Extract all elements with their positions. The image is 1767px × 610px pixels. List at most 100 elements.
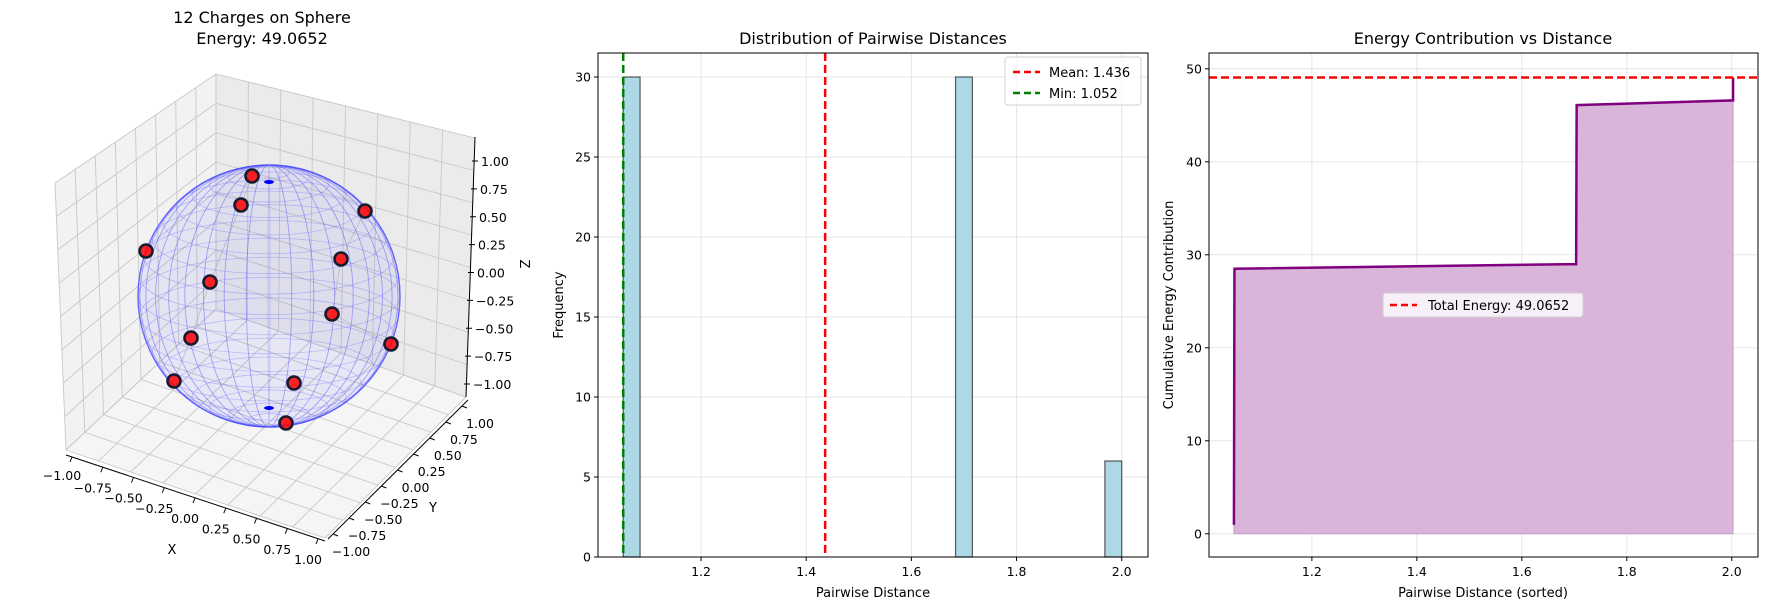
- z-axis-line: [465, 136, 476, 398]
- z-tick-label: −1.00: [473, 377, 511, 392]
- x-tick-label: 1.8: [1617, 564, 1637, 579]
- grid-line: [434, 129, 444, 387]
- grid-line: [159, 361, 414, 451]
- z-tick-label: 1.00: [481, 154, 509, 169]
- x-tick-label: −1.00: [43, 468, 81, 483]
- y-tick-label: 15: [575, 310, 591, 325]
- grid-line: [64, 279, 217, 417]
- histogram-plot: Distribution of Pairwise Distances 1.2 1.…: [552, 29, 1149, 601]
- grid-line: [324, 396, 467, 539]
- x-tick: [254, 518, 257, 524]
- x-axis-line: [65, 454, 326, 542]
- x-tick-label: 1.8: [1007, 564, 1027, 579]
- charge-point: [183, 330, 199, 346]
- grid-line: [215, 249, 469, 333]
- meridian-line: [137, 164, 401, 428]
- y-tick-label: −0.75: [348, 528, 386, 543]
- grid-line: [195, 352, 342, 495]
- meridian-line: [203, 164, 335, 428]
- meridian-line: [203, 164, 335, 428]
- histogram-axes-frame: [597, 52, 1149, 558]
- 3d-axes-panes: [54, 73, 476, 539]
- histogram-bar: [954, 76, 973, 558]
- y-tick-label: 50: [1186, 61, 1202, 76]
- meridian-line: [184, 164, 354, 428]
- grid-line: [215, 191, 471, 268]
- grid-line: [197, 326, 449, 416]
- charge-link: [209, 204, 242, 283]
- charge-point: [166, 373, 182, 389]
- grid-line: [227, 363, 373, 506]
- x-tick-label: 0.00: [171, 511, 199, 526]
- x-tick-label: 1.4: [1407, 564, 1427, 579]
- x-tick: [131, 477, 134, 483]
- z-tick-label: −0.25: [476, 293, 514, 308]
- charge-point: [286, 375, 302, 391]
- energy-line: [1232, 77, 1735, 525]
- z-tick-label: 0.25: [478, 238, 506, 253]
- charge-points: [138, 168, 399, 431]
- energy-plot-title: Energy Contribution vs Distance: [1354, 29, 1612, 48]
- y-tick-label: −0.50: [364, 512, 402, 527]
- y-tick: [429, 437, 435, 441]
- charge-point: [383, 336, 399, 352]
- y-tick: [332, 533, 339, 537]
- y-tick: [461, 405, 468, 409]
- z-axis-label-3d: Z: [516, 260, 531, 269]
- y-tick-label: 20: [575, 230, 591, 245]
- x-tick-label: 1.2: [691, 564, 711, 579]
- y-axis-line: [327, 399, 469, 540]
- charge-point: [244, 168, 260, 184]
- charge-point: [233, 197, 249, 213]
- z-tick-label: −0.75: [474, 349, 512, 364]
- charge-point: [324, 306, 340, 322]
- y-tick-label: 0.25: [418, 464, 446, 479]
- histogram-bar: [622, 76, 641, 558]
- sphere-outline: [137, 164, 401, 428]
- latitude-line: [228, 164, 310, 190]
- y-tick-label: 10: [1186, 433, 1202, 448]
- charge-link: [331, 258, 342, 315]
- energy-contribution-plot: Energy Contribution vs Distance 1.2 1.4 1.…: [1162, 29, 1759, 601]
- y-tick-label: 0.75: [450, 432, 478, 447]
- charge-point: [278, 415, 294, 431]
- 3d-axis-ticks: −1.00−0.75−0.50−0.250.000.250.500.751.00…: [43, 136, 514, 567]
- histogram-ticks: 1.2 1.4 1.6 1.8 2.0 0 5 10 15 20 25 30: [575, 70, 1132, 580]
- meridian-line: [155, 164, 383, 428]
- sphere-plot-subtitle: Energy: 49.0652: [196, 29, 328, 48]
- charge-point: [357, 203, 373, 219]
- x-tick-label: 1.00: [294, 552, 322, 567]
- charge-point: [333, 251, 349, 267]
- meridian-line: [168, 164, 370, 428]
- latitude-line: [209, 166, 329, 203]
- meridian-line: [139, 164, 399, 428]
- legend-box: [1382, 292, 1584, 318]
- latitude-line: [144, 297, 394, 372]
- y-tick-label: 40: [1186, 154, 1202, 169]
- latitude-line: [151, 204, 387, 275]
- latitude-line: [191, 374, 347, 421]
- grid-line: [292, 385, 436, 528]
- y-tick-label: 20: [1186, 340, 1202, 355]
- latitude-line: [151, 317, 387, 388]
- x-tick: [100, 467, 104, 473]
- energy-legend: Total Energy: 49.0652: [1382, 292, 1584, 318]
- histogram-title: Distribution of Pairwise Distances: [739, 29, 1007, 48]
- x-tick: [315, 538, 319, 545]
- back-pane: [216, 74, 475, 397]
- y-tick-label: 0.00: [402, 480, 430, 495]
- y-tick-label: 0: [583, 550, 591, 565]
- energy-y-label: Cumulative Energy Contribution: [1162, 201, 1177, 410]
- grid-line: [215, 279, 468, 366]
- histogram-grid: [598, 53, 1148, 558]
- meridian-line: [145, 164, 393, 428]
- grid-line: [215, 308, 467, 398]
- histogram-bar: [1104, 460, 1123, 558]
- y-tick-label: −0.25: [380, 496, 418, 511]
- x-axis-label-3d: X: [168, 543, 177, 558]
- sphere-3d-plot: 12 Charges on Sphere Energy: 49.0652 −1.…: [43, 8, 531, 567]
- latitude-line: [209, 389, 329, 426]
- meridian-line: [168, 164, 370, 428]
- meridian-line: [223, 164, 315, 428]
